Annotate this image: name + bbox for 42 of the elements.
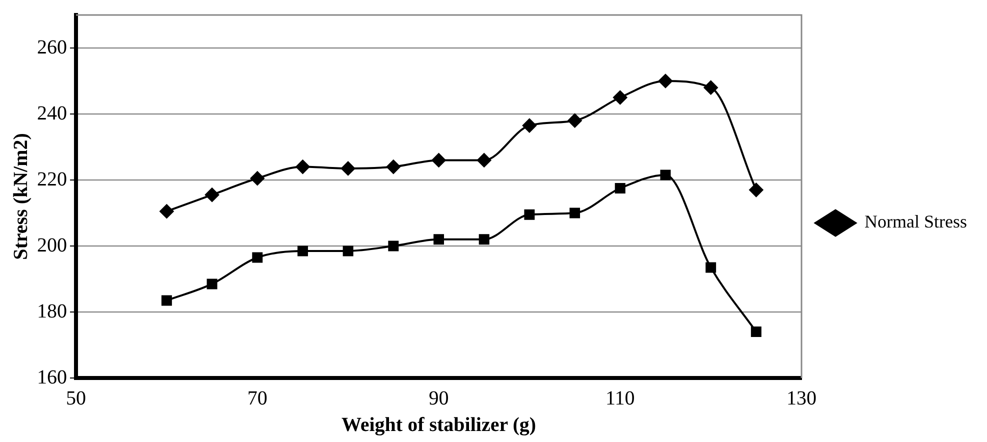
point <box>206 278 218 290</box>
point <box>749 182 764 197</box>
point <box>570 208 580 218</box>
point <box>522 118 536 133</box>
point <box>161 295 172 306</box>
y-tick-label: 260 <box>37 36 67 58</box>
point <box>706 262 716 273</box>
legend-label: Normal Stress <box>864 212 968 232</box>
point <box>205 188 220 202</box>
point <box>342 246 354 256</box>
point <box>477 153 492 168</box>
point <box>614 183 626 194</box>
x-axis-title: Weight of stabilizer (g) <box>341 414 536 436</box>
point <box>252 252 263 263</box>
y-tick-label: 160 <box>37 366 67 388</box>
point <box>388 240 399 252</box>
x-tick-label: 70 <box>247 387 268 410</box>
y-tick-label: 220 <box>37 168 67 190</box>
x-tick-label: 90 <box>428 387 449 410</box>
point <box>568 114 582 128</box>
y-tick-label: 180 <box>37 300 67 322</box>
y-tick-label: 240 <box>37 102 67 124</box>
y-tick-label: 200 <box>37 234 67 256</box>
x-tick-label: 50 <box>66 387 86 410</box>
point <box>250 171 264 186</box>
point <box>160 204 174 218</box>
point <box>341 161 356 176</box>
point <box>704 80 718 95</box>
point <box>660 170 671 180</box>
point <box>524 209 535 220</box>
point <box>386 160 400 174</box>
point <box>750 326 762 338</box>
y-axis-title: Stress (kN/m2) <box>10 133 32 260</box>
point <box>296 160 310 174</box>
point <box>478 234 490 245</box>
point <box>432 153 446 168</box>
point <box>658 74 672 88</box>
point <box>297 246 308 256</box>
x-tick-label: 110 <box>606 387 635 410</box>
point <box>434 234 444 245</box>
point <box>613 90 628 104</box>
x-tick-label: 130 <box>786 387 817 410</box>
